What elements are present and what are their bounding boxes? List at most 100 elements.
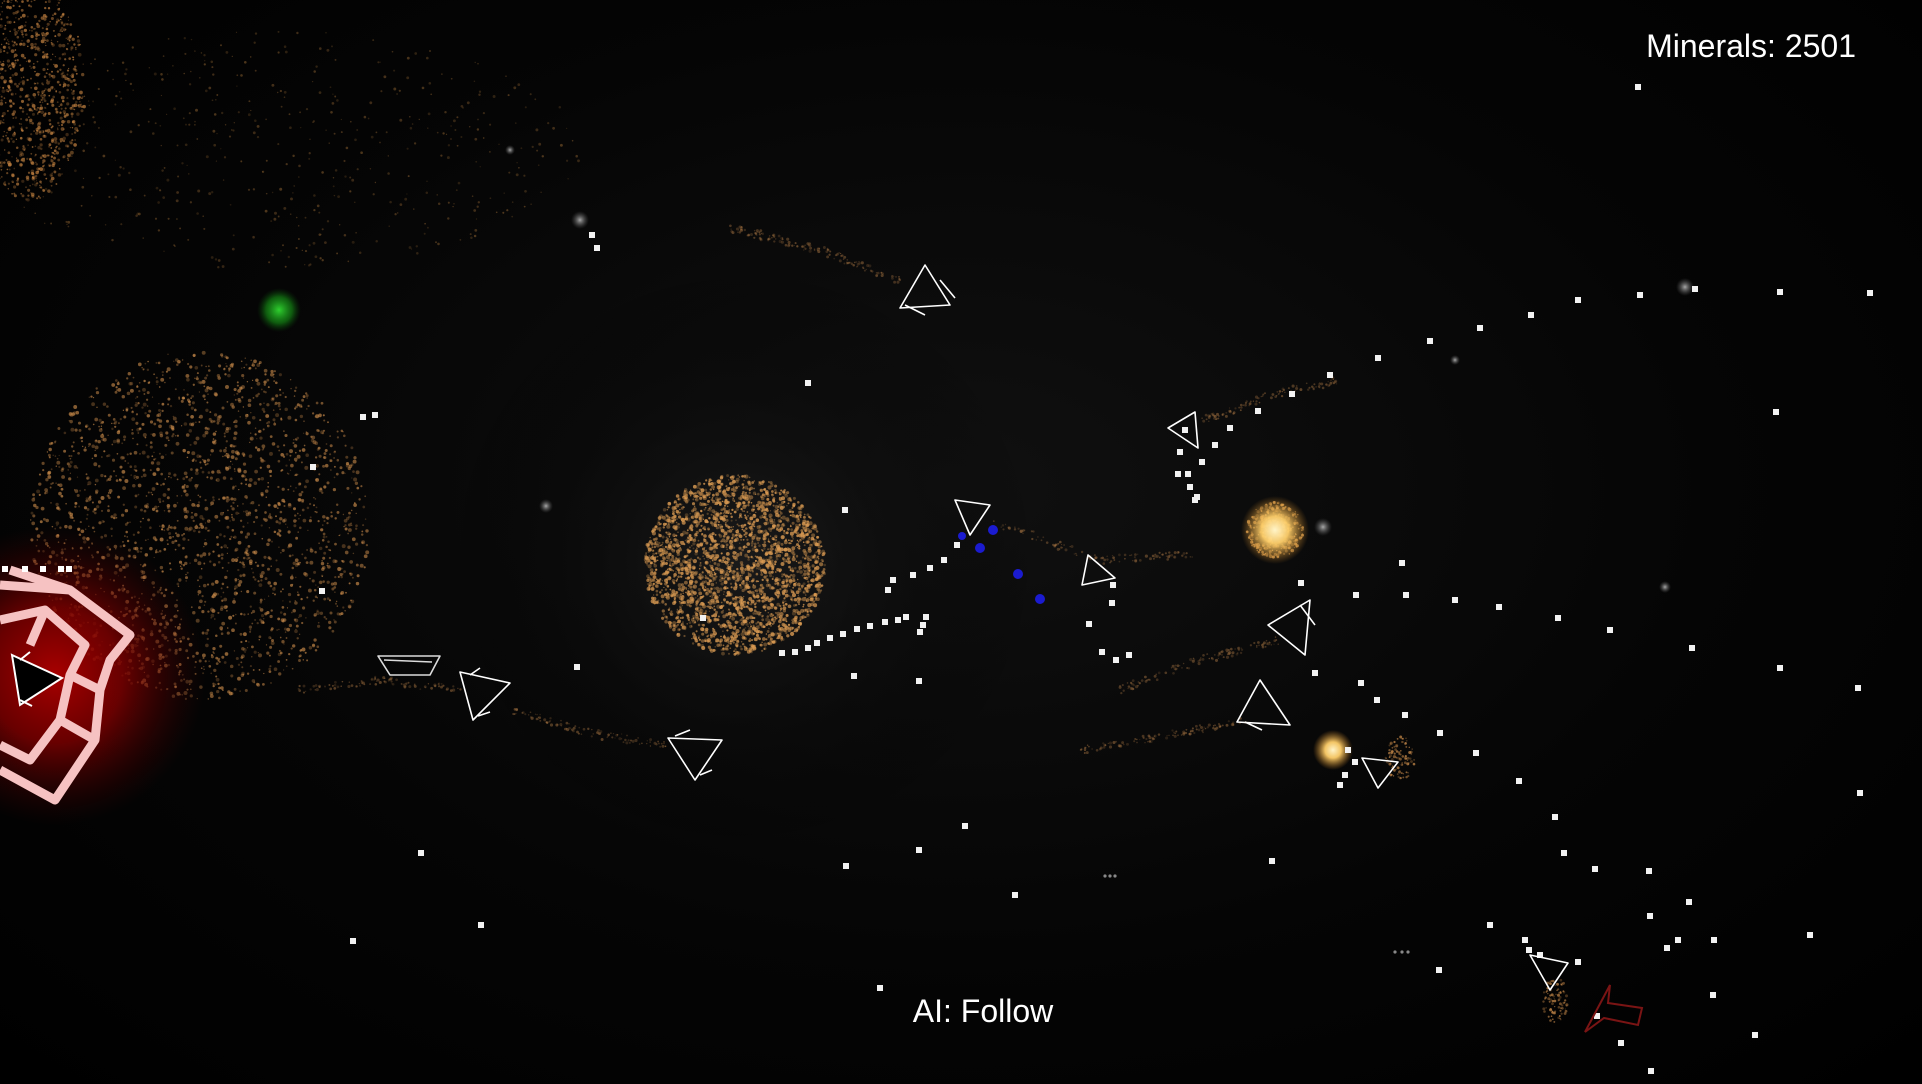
mineral-icon[interactable] — [574, 664, 580, 670]
mineral-icon[interactable] — [594, 245, 600, 251]
mineral-icon[interactable] — [1175, 471, 1181, 477]
mineral-icon[interactable] — [1298, 580, 1304, 586]
mineral-icon[interactable] — [418, 850, 424, 856]
enemy-ship-icon[interactable] — [1236, 679, 1291, 731]
mineral-icon[interactable] — [1855, 685, 1861, 691]
mineral-icon[interactable] — [1185, 471, 1191, 477]
player-ship-icon[interactable] — [10, 651, 65, 707]
mineral-icon[interactable] — [1427, 338, 1433, 344]
mineral-icon[interactable] — [700, 615, 706, 621]
mineral-icon[interactable] — [1592, 866, 1598, 872]
mineral-icon[interactable] — [1182, 427, 1188, 433]
mineral-icon[interactable] — [1358, 680, 1364, 686]
mineral-icon[interactable] — [854, 626, 860, 632]
cargo-ship-icon[interactable] — [377, 655, 441, 676]
mineral-icon[interactable] — [867, 623, 873, 629]
mineral-icon[interactable] — [954, 542, 960, 548]
mineral-icon[interactable] — [1375, 355, 1381, 361]
mineral-icon[interactable] — [851, 673, 857, 679]
mineral-icon[interactable] — [1109, 600, 1115, 606]
mineral-icon[interactable] — [840, 631, 846, 637]
mineral-icon[interactable] — [1867, 290, 1873, 296]
mineral-icon[interactable] — [1575, 297, 1581, 303]
mineral-icon[interactable] — [1773, 409, 1779, 415]
mineral-icon[interactable] — [1607, 627, 1613, 633]
mineral-icon[interactable] — [1086, 621, 1092, 627]
mineral-icon[interactable] — [1496, 604, 1502, 610]
mineral-icon[interactable] — [1110, 582, 1116, 588]
mineral-icon[interactable] — [1710, 992, 1716, 998]
mineral-icon[interactable] — [1648, 1068, 1654, 1074]
mineral-icon[interactable] — [916, 847, 922, 853]
mineral-icon[interactable] — [1113, 657, 1119, 663]
mineral-icon[interactable] — [1255, 408, 1261, 414]
mineral-icon[interactable] — [885, 587, 891, 593]
mineral-icon[interactable] — [1227, 425, 1233, 431]
mineral-icon[interactable] — [1692, 286, 1698, 292]
mineral-icon[interactable] — [1289, 391, 1295, 397]
mineral-icon[interactable] — [916, 678, 922, 684]
mineral-icon[interactable] — [1857, 790, 1863, 796]
mineral-icon[interactable] — [1686, 899, 1692, 905]
enemy-ship-icon[interactable] — [667, 729, 723, 781]
enemy-ship-icon[interactable] — [899, 264, 956, 316]
enemy-ship-icon[interactable] — [459, 667, 511, 721]
mineral-icon[interactable] — [923, 614, 929, 620]
mineral-icon[interactable] — [1675, 937, 1681, 943]
mineral-icon[interactable] — [842, 507, 848, 513]
mineral-icon[interactable] — [895, 617, 901, 623]
mineral-icon[interactable] — [1403, 592, 1409, 598]
mineral-icon[interactable] — [1647, 913, 1653, 919]
mineral-icon[interactable] — [1452, 597, 1458, 603]
mineral-icon[interactable] — [1402, 712, 1408, 718]
mineral-icon[interactable] — [814, 640, 820, 646]
mineral-icon[interactable] — [1635, 84, 1641, 90]
mineral-icon[interactable] — [1012, 892, 1018, 898]
mineral-icon[interactable] — [1561, 850, 1567, 856]
mineral-icon[interactable] — [962, 823, 968, 829]
mineral-icon[interactable] — [372, 412, 378, 418]
mineral-icon[interactable] — [1192, 497, 1198, 503]
home-base-icon[interactable] — [0, 565, 135, 805]
mineral-icon[interactable] — [920, 622, 926, 628]
mineral-icon[interactable] — [1312, 670, 1318, 676]
mineral-icon[interactable] — [1618, 1040, 1624, 1046]
mineral-icon[interactable] — [1646, 868, 1652, 874]
mineral-icon[interactable] — [1436, 967, 1442, 973]
mineral-icon[interactable] — [1126, 652, 1132, 658]
enemy-ship-icon[interactable] — [1267, 599, 1316, 656]
mineral-icon[interactable] — [1177, 449, 1183, 455]
enemy-ship-icon[interactable] — [954, 499, 991, 536]
mineral-icon[interactable] — [1711, 937, 1717, 943]
mineral-icon[interactable] — [910, 572, 916, 578]
mineral-icon[interactable] — [1689, 645, 1695, 651]
mineral-icon[interactable] — [1399, 560, 1405, 566]
mineral-icon[interactable] — [1807, 932, 1813, 938]
mineral-icon[interactable] — [1437, 730, 1443, 736]
mineral-icon[interactable] — [877, 985, 883, 991]
mineral-icon[interactable] — [1664, 945, 1670, 951]
enemy-ship-icon[interactable] — [1167, 411, 1199, 449]
mineral-icon[interactable] — [1342, 772, 1348, 778]
mineral-icon[interactable] — [1522, 937, 1528, 943]
mineral-icon[interactable] — [589, 232, 595, 238]
enemy-ship-icon[interactable] — [1081, 554, 1116, 586]
mineral-icon[interactable] — [903, 614, 909, 620]
enemy-ship-icon[interactable] — [1529, 954, 1569, 991]
mineral-icon[interactable] — [360, 414, 366, 420]
mineral-icon[interactable] — [1516, 778, 1522, 784]
mineral-icon[interactable] — [1526, 947, 1532, 953]
mineral-icon[interactable] — [1777, 289, 1783, 295]
mineral-icon[interactable] — [882, 619, 888, 625]
mineral-icon[interactable] — [1269, 858, 1275, 864]
mineral-icon[interactable] — [1552, 814, 1558, 820]
mineral-icon[interactable] — [779, 650, 785, 656]
mineral-icon[interactable] — [1752, 1032, 1758, 1038]
mineral-icon[interactable] — [792, 649, 798, 655]
mineral-icon[interactable] — [1473, 750, 1479, 756]
mineral-icon[interactable] — [1199, 459, 1205, 465]
mineral-icon[interactable] — [1187, 484, 1193, 490]
mineral-icon[interactable] — [1637, 292, 1643, 298]
mineral-icon[interactable] — [319, 588, 325, 594]
